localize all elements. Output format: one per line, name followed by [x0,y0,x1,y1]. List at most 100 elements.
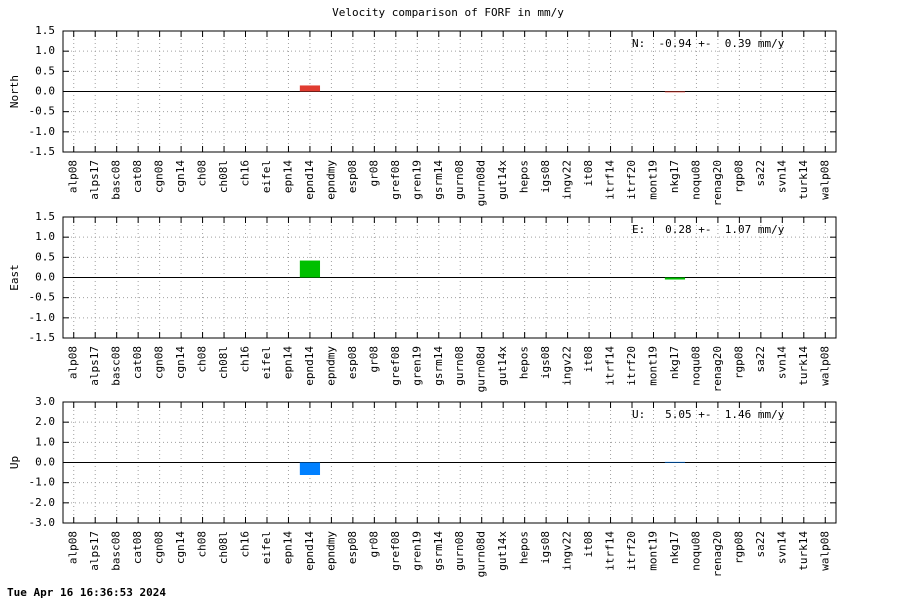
x-tick-label: basc08 [110,531,123,571]
timestamp: Tue Apr 16 16:36:53 2024 [7,586,166,599]
x-tick-label: gref08 [389,346,402,386]
x-tick-label: ch08l [217,160,230,193]
x-tick-label: itrf20 [625,346,638,386]
x-tick-label: gr08 [367,346,380,373]
x-tick-label: gurn08 [453,346,466,386]
x-tick-label: hepos [518,531,531,564]
y-tick-label: 1.5 [35,24,55,37]
x-tick-label: noqu08 [689,346,702,386]
bar [299,462,321,476]
x-tick-label: sa22 [754,531,767,558]
x-tick-label: itrf14 [604,531,617,571]
x-tick-label: rgp08 [732,346,745,379]
x-tick-label: itrf20 [625,531,638,571]
x-tick-label: rgp08 [732,531,745,564]
x-tick-label: mont19 [646,346,659,386]
x-tick-label: eifel [260,531,273,564]
x-tick-label: itrf20 [625,160,638,200]
x-tick-label: sa22 [754,160,767,187]
x-tick-label: igs08 [539,531,552,564]
y-tick-label: -1.5 [29,331,56,344]
x-tick-label: gref08 [389,531,402,571]
x-tick-label: alps17 [88,531,101,571]
x-tick-label: epn14 [281,346,294,379]
y-tick-label: 0.0 [35,85,55,98]
x-tick-label: turk14 [797,346,810,386]
x-tick-label: gsrm14 [432,160,445,200]
y-tick-label: -1.0 [29,311,56,324]
x-tick-label: nkg17 [668,160,681,193]
x-tick-label: alp08 [67,531,80,564]
x-tick-label: gurn08 [453,160,466,200]
x-tick-label: it08 [582,346,595,373]
y-tick-label: 1.0 [35,435,55,448]
x-tick-label: turk14 [797,160,810,200]
x-tick-label: svn14 [775,346,788,379]
y-tick-label: -2.0 [29,496,56,509]
x-tick-label: mont19 [646,160,659,200]
x-tick-label: cat08 [131,346,144,379]
x-tick-label: epnd14 [303,531,316,571]
x-tick-label: ch08 [196,160,209,187]
x-tick-label: igs08 [539,346,552,379]
x-tick-label: cgn14 [174,531,187,564]
y-tick-label: 0.0 [35,271,55,284]
y-tick-label: 3.0 [35,395,55,408]
x-tick-label: alp08 [67,160,80,193]
x-tick-label: gr08 [367,160,380,187]
x-tick-label: it08 [582,160,595,187]
x-tick-label: ch08 [196,346,209,373]
x-tick-label: ch16 [239,531,252,558]
x-tick-label: gren19 [410,346,423,386]
x-tick-label: epndmy [324,160,337,200]
x-tick-label: cgn14 [174,160,187,193]
x-tick-label: hepos [518,160,531,193]
y-axis-label: Up [8,456,21,469]
x-tick-label: alp08 [67,346,80,379]
x-tick-label: gren19 [410,160,423,200]
x-tick-label: nkg17 [668,531,681,564]
x-tick-label: ingv22 [561,531,574,571]
x-tick-label: esp08 [346,531,359,564]
x-tick-label: cgn08 [153,531,166,564]
x-tick-label: ingv22 [561,346,574,386]
x-tick-label: esp08 [346,346,359,379]
bar [299,260,321,278]
x-tick-label: noqu08 [689,531,702,571]
y-tick-label: -3.0 [29,516,56,529]
x-tick-label: svn14 [775,531,788,564]
x-tick-label: gut14x [496,346,509,386]
annotation: U: 5.05 +- 1.46 mm/y [632,408,785,421]
y-tick-label: -1.0 [29,476,56,489]
bar [299,85,321,92]
x-tick-label: gurn08 [453,531,466,571]
x-tick-label: cgn14 [174,346,187,379]
y-tick-label: 1.5 [35,210,55,223]
x-tick-label: noqu08 [689,160,702,200]
x-tick-label: gurn08d [475,160,488,206]
x-tick-label: ch16 [239,346,252,373]
x-tick-label: ch08 [196,531,209,558]
y-tick-label: -0.5 [29,291,56,304]
x-tick-label: itrf14 [604,346,617,386]
y-tick-label: -1.5 [29,145,56,158]
bar [664,91,686,93]
x-tick-label: sa22 [754,346,767,373]
x-tick-label: epn14 [281,160,294,193]
x-tick-label: hepos [518,346,531,379]
annotation: N: -0.94 +- 0.39 mm/y [632,37,785,50]
x-tick-label: itrf14 [604,160,617,200]
x-tick-label: ch08l [217,531,230,564]
x-tick-label: gsrm14 [432,346,445,386]
x-tick-label: epndmy [324,346,337,386]
x-tick-label: esp08 [346,160,359,193]
y-tick-label: 1.0 [35,230,55,243]
y-tick-label: 0.5 [35,64,55,77]
x-tick-label: ch08l [217,346,230,379]
y-tick-label: -0.5 [29,105,56,118]
x-tick-label: rgp08 [732,160,745,193]
x-tick-label: gr08 [367,531,380,558]
y-axis-label: North [8,75,21,108]
x-tick-label: eifel [260,160,273,193]
